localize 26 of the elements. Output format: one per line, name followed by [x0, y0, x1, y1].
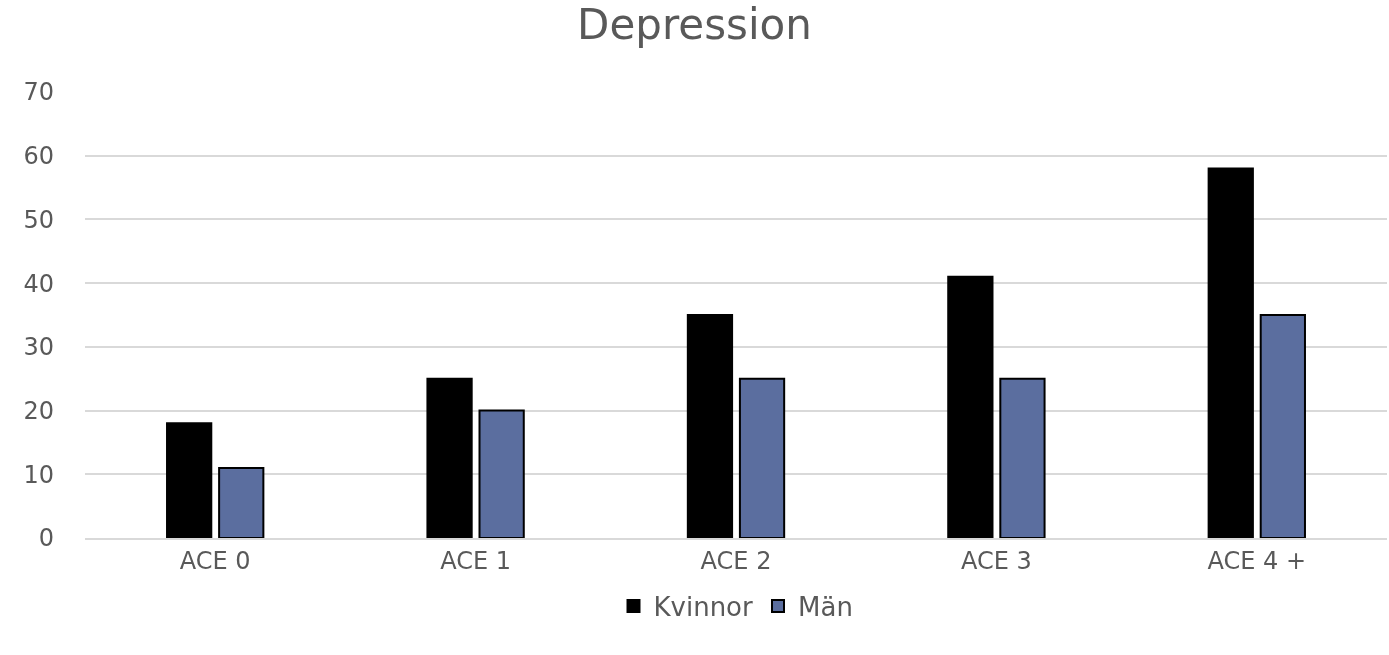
bar — [1259, 314, 1306, 538]
y-tick-label: 70 — [23, 78, 54, 107]
x-tick-label: ACE 1 — [440, 546, 512, 575]
x-tick-label: ACE 3 — [960, 546, 1032, 575]
bar — [426, 377, 473, 538]
bar — [166, 422, 213, 538]
x-tick-label: ACE 0 — [179, 546, 251, 575]
x-tick-label: ACE 4 + — [1207, 546, 1307, 575]
x-tick-label: ACE 2 — [700, 546, 772, 575]
chart-title: Depression — [577, 0, 812, 50]
bar — [218, 466, 265, 538]
legend-label: Män — [798, 592, 853, 623]
bar — [738, 377, 786, 538]
y-tick-label: 20 — [23, 396, 54, 425]
bar — [1207, 167, 1254, 538]
bar — [999, 377, 1046, 538]
bar — [947, 275, 994, 538]
y-tick-label: 30 — [23, 333, 54, 362]
bar — [478, 409, 525, 538]
legend-label: Kvinnor — [653, 592, 754, 623]
y-tick-label: 60 — [23, 142, 54, 171]
y-tick-label: 40 — [23, 269, 54, 298]
y-tick-label: 0 — [38, 524, 54, 553]
y-tick-label: 10 — [23, 460, 54, 489]
y-tick-label: 50 — [23, 205, 54, 234]
bar — [686, 314, 734, 538]
